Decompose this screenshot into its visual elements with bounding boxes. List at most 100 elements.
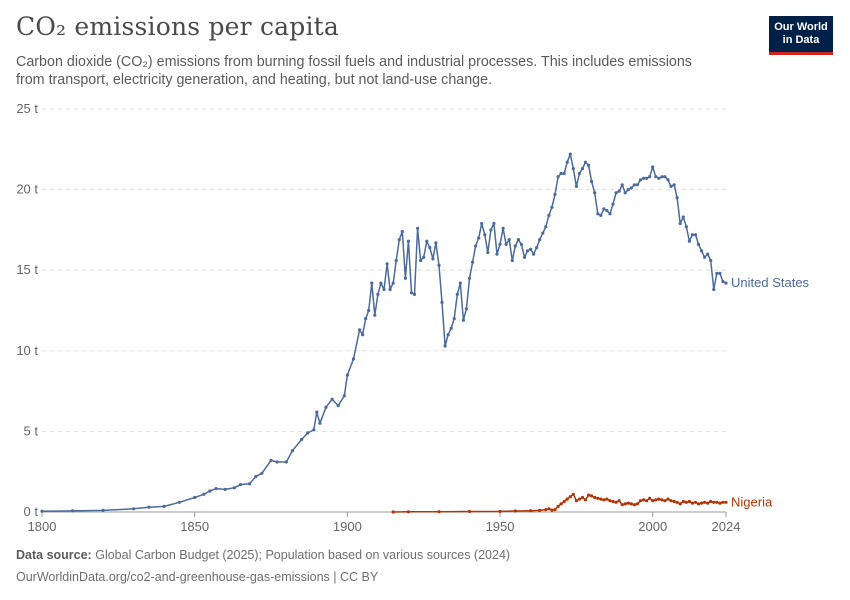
data-point-united-states [648, 175, 652, 179]
data-point-nigeria [632, 503, 637, 507]
data-point-united-states [663, 175, 667, 179]
data-point-united-states [559, 171, 563, 176]
data-point-united-states [440, 300, 444, 304]
data-point-united-states [602, 207, 606, 211]
data-point-nigeria [605, 497, 609, 501]
data-point-united-states [318, 421, 322, 425]
data-point-united-states [367, 308, 371, 313]
data-point-united-states [428, 246, 432, 250]
data-point-united-states [409, 291, 414, 295]
data-point-nigeria [568, 495, 572, 499]
data-point-united-states [608, 212, 612, 216]
data-point-nigeria [553, 508, 557, 512]
data-point-nigeria [565, 497, 569, 501]
data-point-nigeria [703, 500, 707, 504]
data-point-united-states [306, 431, 310, 435]
data-point-united-states [556, 175, 560, 179]
data-point-united-states [620, 183, 624, 187]
data-point-nigeria [577, 497, 582, 501]
data-point-nigeria [626, 501, 630, 505]
data-point-united-states [693, 233, 698, 237]
data-point-nigeria [657, 497, 661, 501]
data-point-nigeria [715, 500, 719, 504]
data-point-united-states [177, 500, 181, 504]
data-point-nigeria [602, 498, 606, 502]
data-point-united-states [275, 460, 279, 464]
series-lines [40, 152, 728, 514]
data-point-united-states [208, 489, 212, 493]
data-point-united-states [260, 471, 264, 475]
data-point-nigeria [690, 501, 695, 505]
data-point-united-states [324, 405, 328, 409]
data-point-nigeria [678, 502, 682, 506]
data-point-united-states [437, 263, 441, 267]
data-point-united-states [675, 196, 679, 200]
data-point-nigeria [687, 499, 692, 504]
series-label-nigeria[interactable]: Nigeria [731, 494, 773, 509]
data-point-united-states [709, 258, 713, 263]
data-point-united-states [712, 287, 716, 292]
data-point-united-states [406, 239, 410, 243]
data-point-united-states [492, 221, 496, 226]
data-point-nigeria [590, 494, 594, 498]
data-point-united-states [431, 257, 435, 261]
data-point-united-states [238, 483, 243, 487]
x-tick-label: 1800 [28, 519, 57, 534]
data-point-united-states [364, 317, 368, 321]
data-point-united-states [657, 176, 661, 180]
data-point-united-states [587, 163, 591, 167]
y-tick-label: 25 t [16, 101, 38, 116]
data-point-united-states [330, 397, 334, 401]
data-point-united-states [312, 428, 316, 432]
data-point-united-states [629, 186, 633, 190]
data-point-united-states [495, 252, 499, 256]
data-point-united-states [504, 242, 508, 246]
data-point-united-states [422, 255, 426, 259]
logo-line-2: in Data [782, 34, 820, 46]
owid-logo[interactable]: Our World in Data [769, 16, 833, 55]
data-point-united-states [721, 279, 725, 284]
data-point-united-states [391, 281, 395, 285]
data-point-united-states [193, 495, 197, 500]
data-point-nigeria [406, 510, 410, 514]
data-point-united-states [596, 212, 600, 216]
data-point-united-states [590, 179, 594, 184]
data-point-united-states [632, 183, 637, 187]
data-point-nigeria [629, 502, 633, 506]
data-point-nigeria [712, 500, 716, 504]
data-point-united-states [474, 244, 478, 248]
data-point-nigeria [709, 499, 713, 504]
data-point-nigeria [550, 508, 554, 512]
data-point-united-states [434, 241, 438, 245]
data-point-nigeria [562, 499, 566, 504]
data-point-nigeria [608, 499, 612, 503]
data-point-united-states [605, 209, 609, 213]
data-point-united-states [706, 252, 710, 256]
data-point-united-states [681, 215, 685, 219]
data-point-united-states [565, 160, 569, 164]
data-point-nigeria [614, 500, 618, 504]
data-point-united-states [300, 437, 304, 442]
series-label-united-states[interactable]: United States [731, 275, 810, 290]
source-url[interactable]: OurWorldinData.org/co2-and-greenhouse-ga… [16, 570, 379, 584]
data-point-nigeria [391, 510, 395, 514]
series-line-united-states[interactable] [41, 153, 727, 512]
data-point-united-states [486, 250, 490, 255]
data-point-united-states [660, 175, 664, 179]
data-point-nigeria [623, 502, 627, 506]
data-source-note: Data source: Global Carbon Budget (2025)… [16, 548, 510, 562]
data-point-nigeria [669, 499, 673, 503]
data-point-nigeria [660, 498, 664, 502]
chart-title: CO₂ emissions per capita [16, 12, 340, 41]
data-point-nigeria [635, 502, 640, 506]
data-point-united-states [284, 460, 288, 464]
data-point-united-states [361, 333, 365, 337]
data-point-united-states [690, 233, 695, 237]
data-point-united-states [480, 221, 484, 226]
data-point-united-states [645, 176, 649, 180]
data-point-united-states [541, 231, 545, 235]
data-point-nigeria [538, 508, 542, 512]
data-point-united-states [651, 165, 655, 169]
data-point-united-states [599, 213, 603, 217]
data-point-united-states [449, 326, 453, 330]
